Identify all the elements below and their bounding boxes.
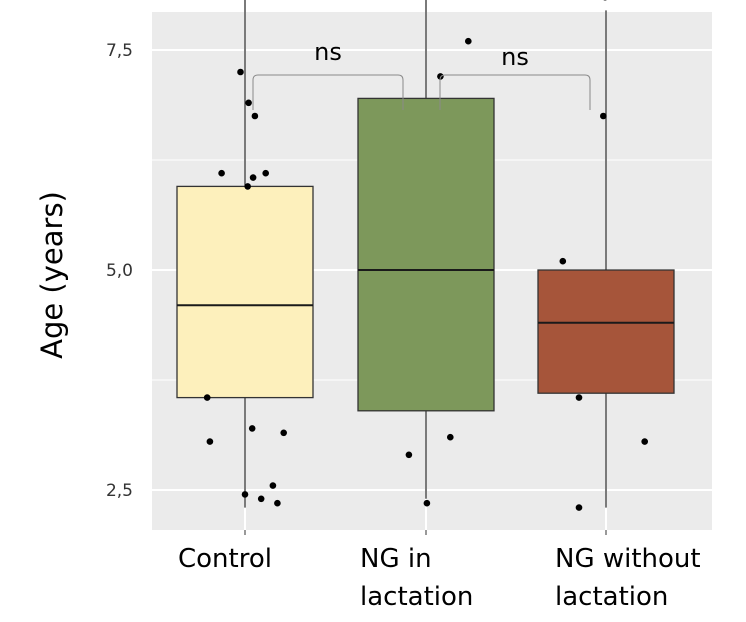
y-tick-label: 7,5 <box>106 41 133 61</box>
y-tick-labels: 2,5 5,0 7,5 <box>106 41 133 501</box>
significance-label: ns <box>501 43 529 71</box>
data-point <box>249 174 257 181</box>
boxes <box>176 97 675 412</box>
data-point <box>257 495 265 503</box>
data-point <box>575 504 583 511</box>
significance-brackets: ns ns <box>252 38 591 110</box>
data-point <box>274 499 281 507</box>
data-point <box>203 394 211 401</box>
data-point <box>262 169 270 177</box>
x-tick-label: NG without lactation <box>555 544 701 612</box>
data-point <box>559 257 567 265</box>
data-point <box>603 0 607 1</box>
x-tick-label: Control <box>178 544 272 574</box>
data-point <box>600 112 607 120</box>
data-point <box>206 438 214 445</box>
y-tick-label: 5,0 <box>106 261 133 281</box>
x-tick-labels: Control NG in lactation NG without lactation <box>178 530 701 612</box>
data-point <box>248 425 256 432</box>
data-point <box>269 482 277 489</box>
box <box>176 185 314 399</box>
box <box>537 269 675 394</box>
data-point <box>447 433 454 441</box>
significance-bracket <box>439 74 591 110</box>
data-point <box>405 451 413 459</box>
significance-bracket <box>252 74 404 110</box>
data-point <box>641 438 648 445</box>
data-point <box>241 491 249 498</box>
y-axis-title: Age (years) <box>35 191 69 359</box>
data-point <box>575 394 583 401</box>
data-point <box>437 73 444 80</box>
x-tick-label: NG in lactation <box>360 544 473 612</box>
y-tick-label: 2,5 <box>106 481 133 501</box>
data-point <box>218 169 225 177</box>
data-point <box>465 37 472 45</box>
data-point <box>423 499 431 507</box>
data-point <box>251 112 259 120</box>
data-point <box>280 429 288 437</box>
significance-label: ns <box>314 38 342 66</box>
box <box>357 97 495 412</box>
data-points <box>203 0 648 511</box>
data-point <box>244 183 251 190</box>
data-point <box>245 99 252 107</box>
data-point <box>237 68 244 76</box>
